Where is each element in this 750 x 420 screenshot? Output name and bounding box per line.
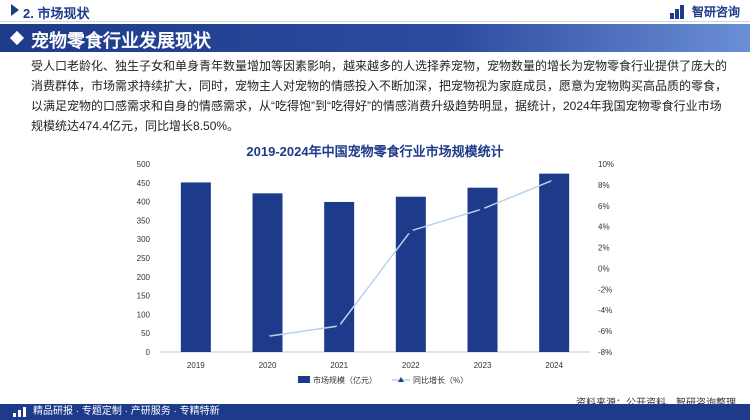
footer-tagline: 精品研报 · 专题定制 · 产研服务 · 专精特新 [33,406,220,417]
x-axis-tick-label: 2019 [187,361,205,370]
right-axis-tick-label: -8% [598,348,612,357]
right-axis-tick-label: 0% [598,264,610,273]
x-axis-tick-label: 2022 [402,361,420,370]
legend-bar-swatch [298,376,310,383]
footer-logo-icon [13,407,27,417]
growth-point-marker [264,332,271,339]
chart-title: 2019-2024年中国宠物零食行业市场规模统计 [246,144,504,159]
section-marker-icon [11,4,19,16]
growth-point-marker [335,321,343,329]
right-axis-tick-label: 8% [598,181,610,190]
right-axis-tick-label: -4% [598,306,612,315]
description-paragraph: 受人口老龄化、独生子女和单身青年数量增加等因素影响，越来越多的人选择养宠物，宠物… [31,59,728,133]
right-axis-tick-label: 4% [598,223,610,232]
legend-line-label: 同比增长（%） [413,375,468,385]
right-axis-tick-label: 2% [598,244,610,253]
bar-market-size [539,173,570,352]
brand-name: 智研咨询 [691,5,740,19]
x-axis-tick-label: 2021 [330,361,348,370]
left-axis-tick-label: 350 [137,216,151,225]
brand: 智研咨询 [669,3,740,20]
top-divider [0,21,750,22]
right-axis-tick-label: -2% [598,285,612,294]
growth-point-marker [550,175,558,183]
left-axis-tick-label: 0 [146,348,151,357]
right-axis-tick-label: 10% [598,160,614,169]
left-axis-tick-label: 100 [137,310,151,319]
bar-market-size [467,187,498,352]
legend-bar-label: 市场规模（亿元） [313,375,377,385]
source-note: 资料来源：公开资料、智研咨询整理 [576,394,736,409]
growth-point-marker [407,226,415,234]
left-axis-tick-label: 400 [137,198,151,207]
left-axis-tick-label: 250 [137,254,151,263]
x-axis-tick-label: 2024 [545,361,563,370]
x-axis-tick-label: 2020 [259,361,277,370]
title-banner: 宠物零食行业发展现状 [0,24,750,52]
growth-point-marker [479,204,486,212]
right-axis-tick-label: -6% [598,327,612,336]
left-axis-tick-label: 450 [137,179,151,188]
left-axis-tick-label: 200 [137,273,151,282]
top-bar: 2. 市场现状 智研咨询 [0,0,750,22]
footer-bar: 精品研报 · 专题定制 · 产研服务 · 专精特新 [0,404,750,420]
bar-market-size [180,182,211,352]
legend-line-marker [398,377,404,382]
left-axis-tick-label: 300 [137,235,151,244]
left-axis-tick-label: 150 [137,292,151,301]
section-title: 2. 市场现状 [23,6,90,21]
bar-market-size [395,196,426,352]
brand-logo-icon [669,4,688,19]
bar-market-size [324,201,355,352]
right-axis-tick-label: 6% [598,202,610,211]
left-axis-tick-label: 500 [137,160,151,169]
x-axis-tick-label: 2023 [474,361,492,370]
banner-title: 宠物零食行业发展现状 [31,31,211,51]
left-axis-tick-label: 50 [141,329,150,338]
bar-market-size [252,193,283,352]
